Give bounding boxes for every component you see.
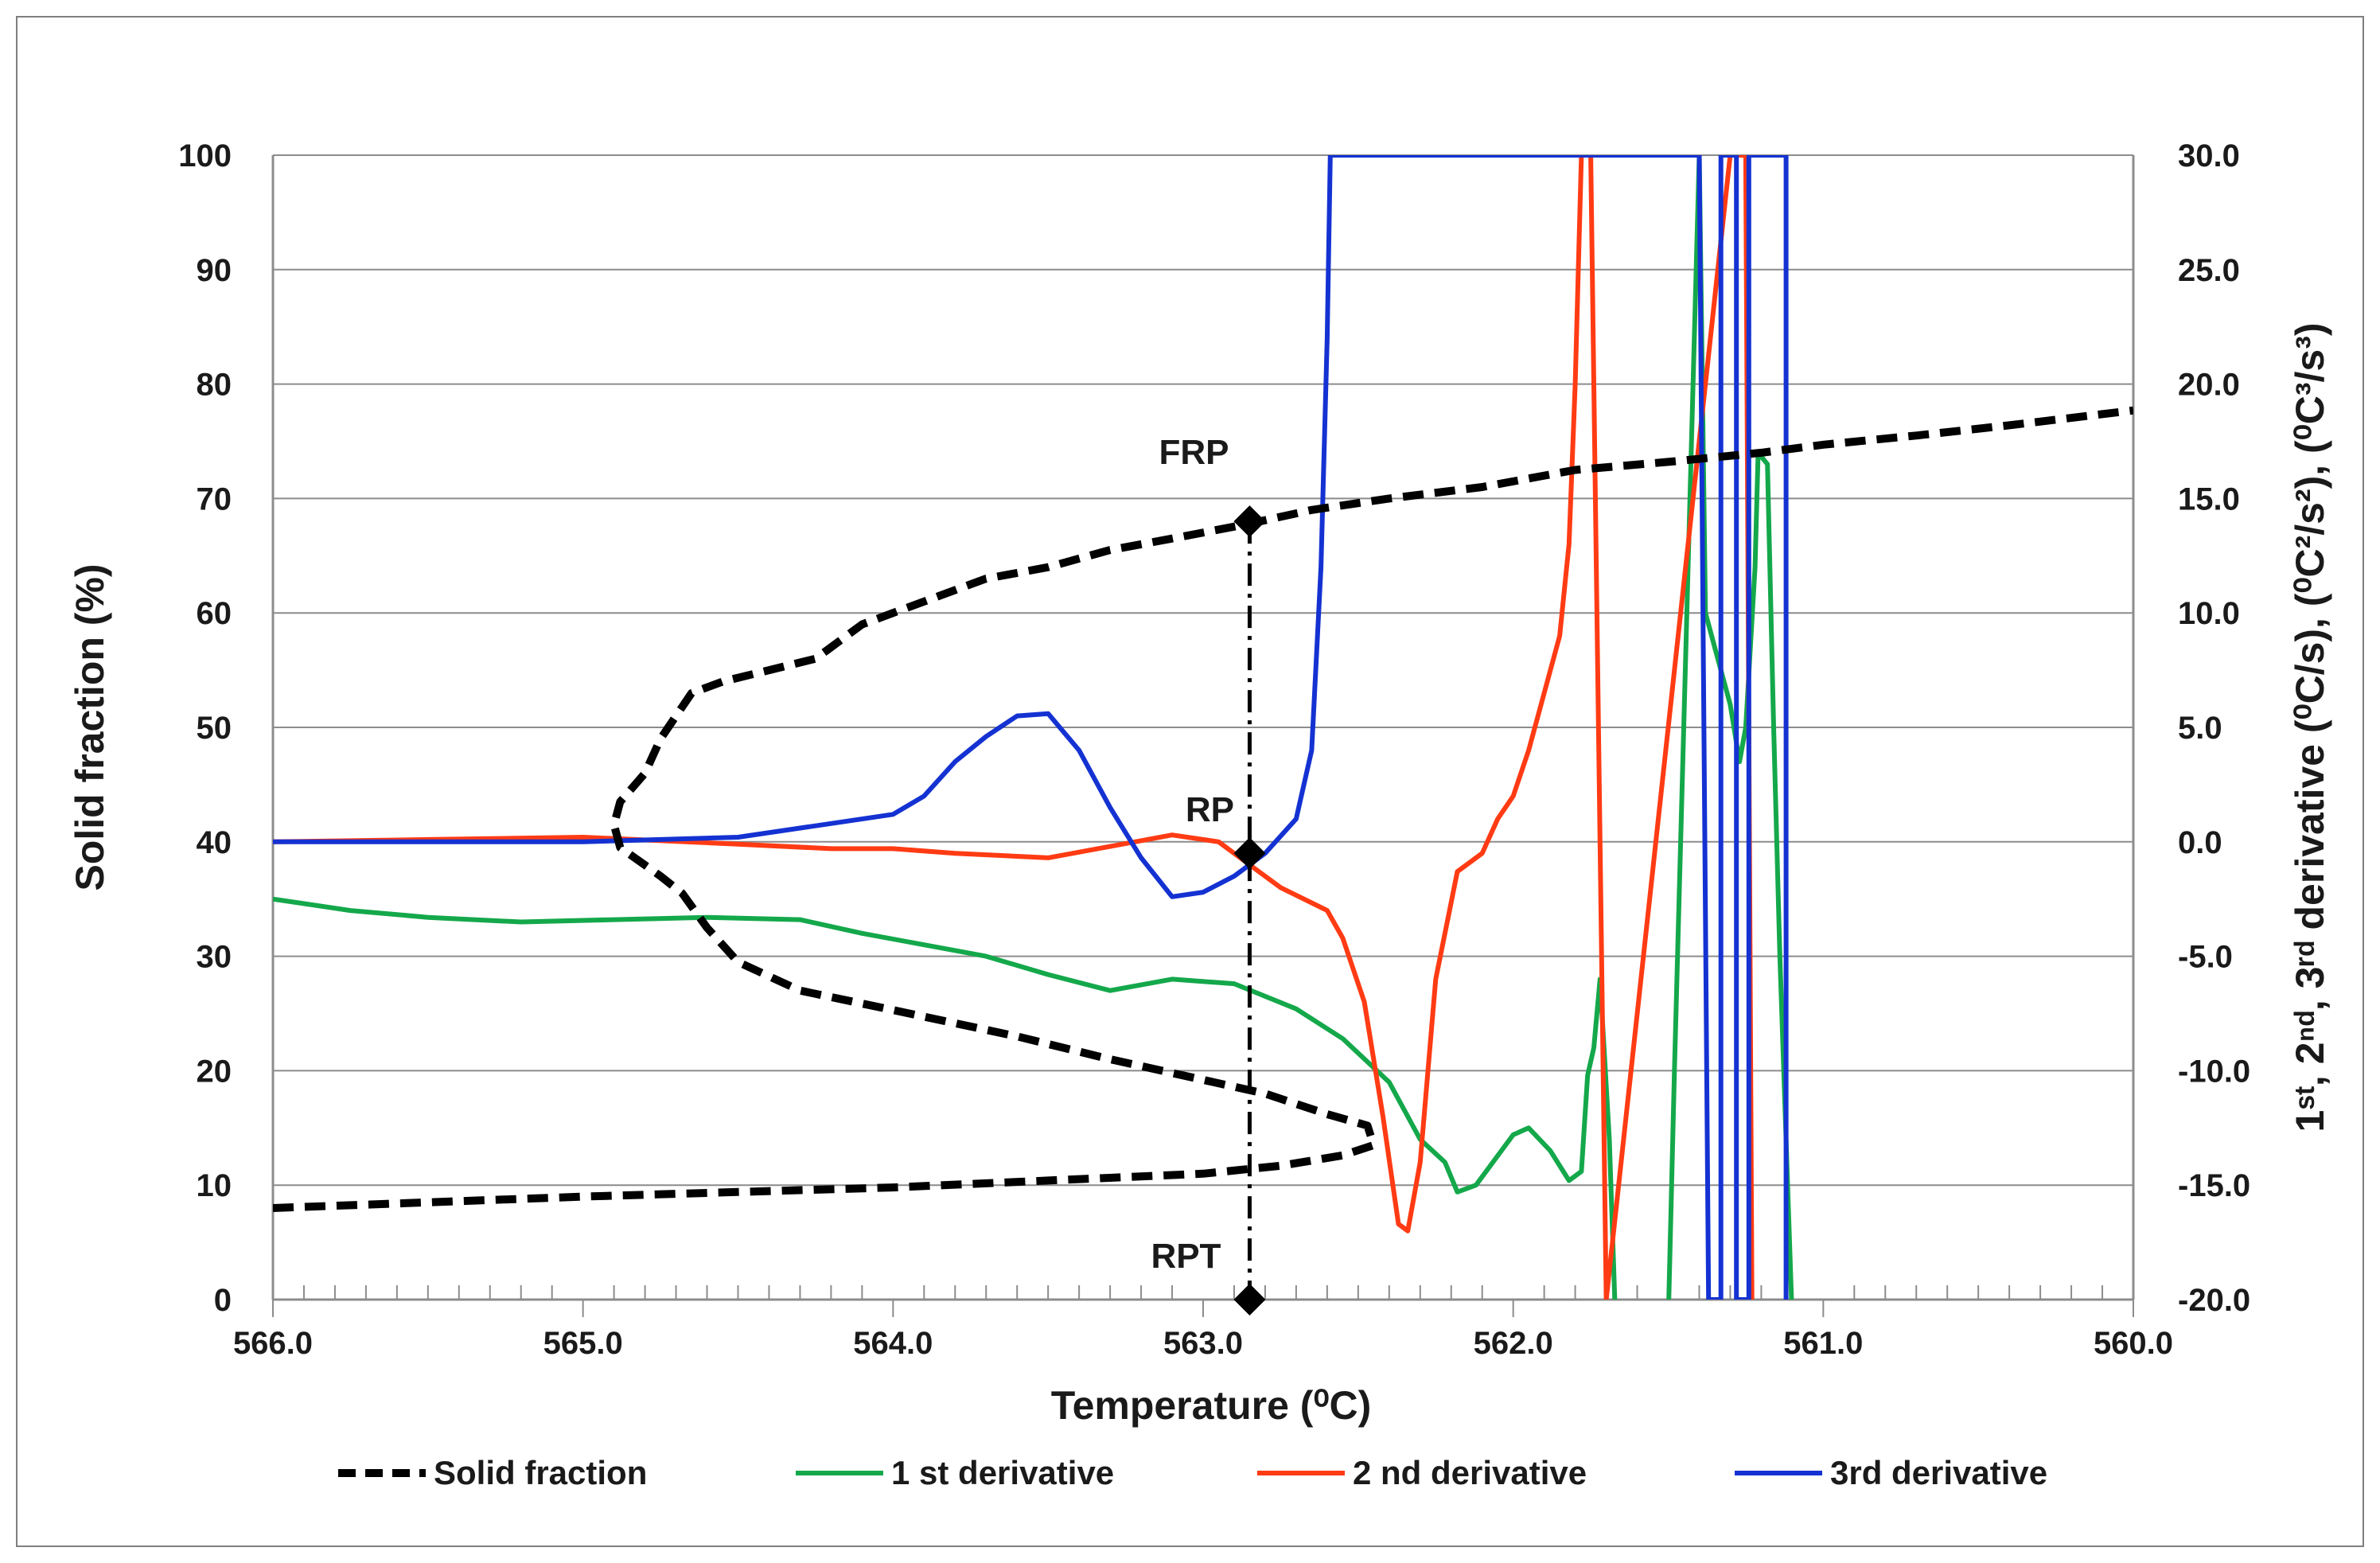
y2-axis-title: 1ˢᵗ, 2ⁿᵈ, 3ʳᵈ derivative (⁰C/s), (⁰C²/s²… xyxy=(2288,322,2332,1132)
x-tick-label: 562.0 xyxy=(1474,1326,1553,1361)
y2-tick-label: -20.0 xyxy=(2178,1283,2250,1318)
y-tick-label: 40 xyxy=(197,825,232,860)
axis-labels: 0 10 20 30 40 50 60 70 80 90 100 -20.0 -15.0 -10.0 -5.… xyxy=(68,138,2332,1428)
legend-label: 1 st derivative xyxy=(891,1454,1114,1491)
y2-tick-label: 15.0 xyxy=(2178,481,2240,516)
y-tick-label: 100 xyxy=(178,138,232,173)
legend-label: 3rd derivative xyxy=(1830,1454,2047,1491)
y-tick-label: 50 xyxy=(197,711,232,746)
annotation-label-rpt: RPT xyxy=(1151,1237,1221,1276)
annotation-label-rp: RP xyxy=(1186,790,1234,829)
series-line-1-st-derivative xyxy=(273,155,1794,1300)
y-tick-label: 0 xyxy=(214,1283,232,1318)
chart-frame xyxy=(16,16,2364,1547)
y2-tick-label: 25.0 xyxy=(2178,253,2240,288)
y-tick-label: 30 xyxy=(197,940,232,975)
y-tick-label: 90 xyxy=(197,253,232,288)
y-tick-label: 20 xyxy=(197,1054,232,1089)
y-axis-title: Solid fraction (%) xyxy=(68,563,112,891)
x-tick-label: 563.0 xyxy=(1163,1326,1243,1361)
y2-tick-label: 20.0 xyxy=(2178,368,2240,403)
legend-label: 2 nd derivative xyxy=(1353,1454,1587,1491)
x-tick-label: 565.0 xyxy=(543,1326,623,1361)
y2-tick-label: -10.0 xyxy=(2178,1054,2250,1089)
x-tick-label: 560.0 xyxy=(2094,1326,2173,1361)
grid-lines xyxy=(273,154,2133,1187)
y2-tick-label: -15.0 xyxy=(2178,1168,2250,1203)
x-tick-label: 566.0 xyxy=(233,1326,313,1361)
y-tick-label: 10 xyxy=(197,1168,232,1203)
axes xyxy=(271,155,2135,1317)
marker-frp xyxy=(1233,505,1266,538)
y2-tick-label: 0.0 xyxy=(2178,825,2222,860)
series-line-3rd-derivative xyxy=(273,155,1789,1300)
y-tick-label: 80 xyxy=(197,368,232,403)
y2-tick-label: 10.0 xyxy=(2178,596,2240,631)
legend: Solid fraction 1 st derivative 2 nd deriva… xyxy=(338,1454,2047,1491)
y-tick-label: 60 xyxy=(197,596,232,631)
legend-label: Solid fraction xyxy=(434,1454,647,1491)
series-line-2-nd-derivative xyxy=(273,155,1755,1300)
series-layer xyxy=(273,155,2133,1300)
x-tick-label: 561.0 xyxy=(1783,1326,1863,1361)
annotation-label-frp: FRP xyxy=(1159,433,1229,472)
y2-tick-label: -5.0 xyxy=(2178,940,2233,975)
annotation-layer: FRP RP RPT xyxy=(1151,433,1266,1315)
marker-rp xyxy=(1233,837,1266,870)
series-line-solid-fraction xyxy=(273,406,2133,1212)
marker-rpt xyxy=(1233,1284,1266,1315)
y2-tick-label: 30.0 xyxy=(2178,138,2240,173)
y-tick-label: 70 xyxy=(197,481,232,516)
x-axis-title: Temperature (⁰C) xyxy=(1051,1383,1372,1428)
y2-tick-label: 5.0 xyxy=(2178,711,2222,746)
x-tick-label: 564.0 xyxy=(853,1326,933,1361)
